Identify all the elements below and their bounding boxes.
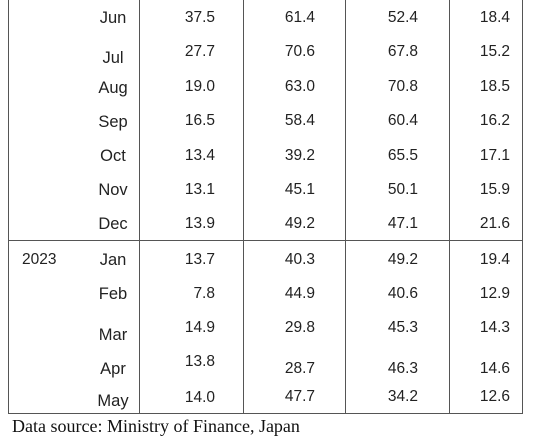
table-border: [8, 413, 523, 414]
column-divider: [243, 0, 244, 414]
column-divider: [449, 0, 450, 414]
month-label: Jan: [99, 251, 127, 269]
cell-value: 13.9: [184, 215, 215, 232]
month-label: Jul: [102, 49, 124, 67]
cell-value: 40.3: [284, 251, 315, 268]
cell-value: 45.1: [284, 181, 315, 198]
cell-value: 15.9: [479, 181, 510, 198]
cell-value: 21.6: [479, 215, 510, 232]
cell-value: 19.4: [479, 251, 510, 268]
month-label: Aug: [98, 79, 128, 97]
cell-value: 29.8: [284, 319, 315, 336]
cell-value: 70.8: [387, 78, 418, 95]
month-label: Sep: [98, 113, 128, 131]
cell-value: 18.4: [479, 9, 510, 26]
month-label: Mar: [98, 326, 128, 344]
year-label: 2023: [22, 251, 57, 268]
cell-value: 13.4: [184, 147, 215, 164]
cell-value: 61.4: [284, 9, 315, 26]
column-divider: [139, 0, 140, 414]
cell-value: 28.7: [284, 360, 315, 377]
cell-value: 49.2: [284, 215, 315, 232]
table-border: [522, 0, 523, 414]
cell-value: 40.6: [387, 285, 418, 302]
cell-value: 17.1: [479, 147, 510, 164]
cell-value: 52.4: [387, 9, 418, 26]
cell-value: 46.3: [387, 360, 418, 377]
cell-value: 7.8: [193, 285, 215, 302]
cell-value: 13.8: [184, 353, 215, 370]
cell-value: 47.7: [284, 388, 315, 405]
cell-value: 49.2: [387, 251, 418, 268]
cell-value: 18.5: [479, 78, 510, 95]
cell-value: 34.2: [387, 388, 418, 405]
month-label: Nov: [98, 181, 128, 199]
cell-value: 16.5: [184, 112, 215, 129]
cell-value: 44.9: [284, 285, 315, 302]
cell-value: 50.1: [387, 181, 418, 198]
cell-value: 65.5: [387, 147, 418, 164]
cell-value: 58.4: [284, 112, 315, 129]
cell-value: 13.1: [184, 181, 215, 198]
month-label: May: [97, 392, 129, 410]
cell-value: 12.9: [479, 285, 510, 302]
cell-value: 47.1: [387, 215, 418, 232]
month-label: Oct: [100, 147, 126, 165]
cell-value: 13.7: [184, 251, 215, 268]
cell-value: 15.2: [479, 43, 510, 60]
month-label: Jun: [99, 9, 127, 27]
cell-value: 14.9: [184, 319, 215, 336]
cell-value: 14.6: [479, 360, 510, 377]
footer: Data source: Ministry of Finance, Japan: [12, 416, 300, 436]
cell-value: 60.4: [387, 112, 418, 129]
table-border: [8, 0, 9, 414]
cell-value: 70.6: [284, 43, 315, 60]
cell-value: 16.2: [479, 112, 510, 129]
month-label: Apr: [100, 360, 126, 378]
group-divider: [8, 240, 523, 241]
cell-value: 14.3: [479, 319, 510, 336]
month-label: Dec: [98, 215, 128, 233]
cell-value: 19.0: [184, 78, 215, 95]
cell-value: 45.3: [387, 319, 418, 336]
cell-value: 39.2: [284, 147, 315, 164]
cell-value: 63.0: [284, 78, 315, 95]
cell-value: 37.5: [184, 9, 215, 26]
cell-value: 12.6: [479, 388, 510, 405]
cell-value: 67.8: [387, 43, 418, 60]
month-label: Feb: [98, 285, 128, 303]
cell-value: 27.7: [184, 43, 215, 60]
column-divider: [345, 0, 346, 414]
cell-value: 14.0: [184, 389, 215, 406]
